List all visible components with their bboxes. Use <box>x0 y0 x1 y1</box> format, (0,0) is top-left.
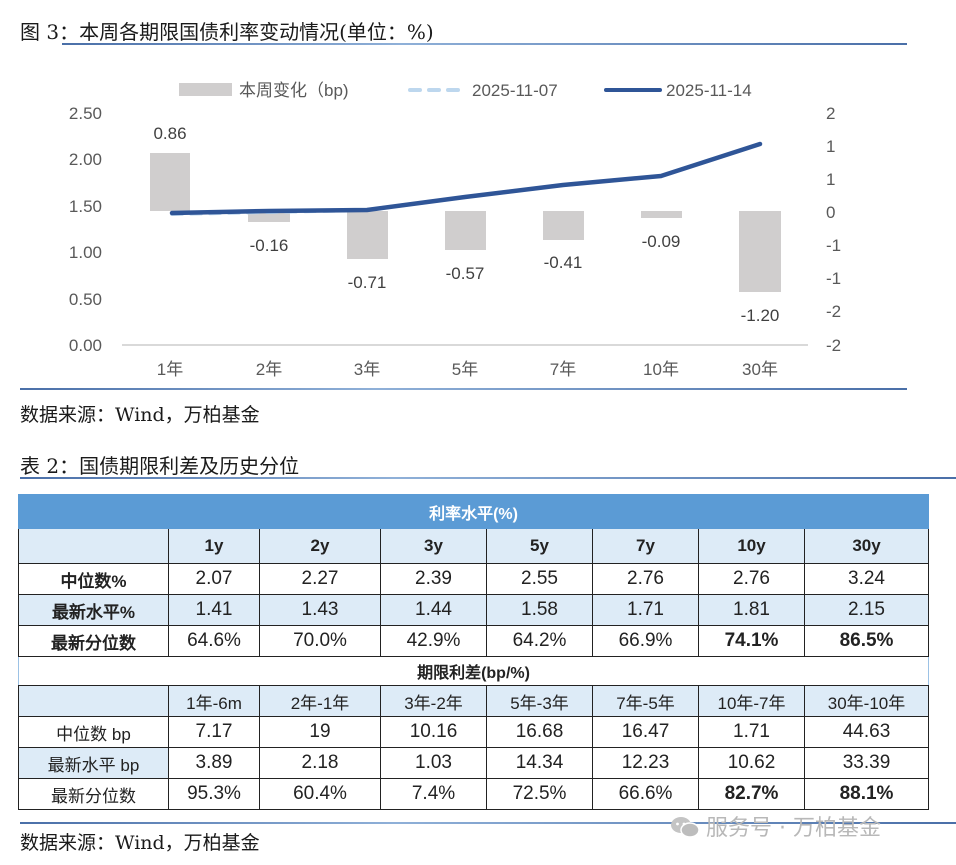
svg-text:1: 1 <box>826 170 835 189</box>
svg-text:0.50: 0.50 <box>69 290 102 309</box>
line-2025-11-07 <box>170 142 762 216</box>
svg-text:-0.71: -0.71 <box>348 273 387 292</box>
svg-text:2: 2 <box>826 104 835 123</box>
svg-text:-0.16: -0.16 <box>250 236 289 255</box>
svg-text:-0.57: -0.57 <box>446 264 485 283</box>
line-2025-11-14 <box>169 141 763 216</box>
table-bottom-rule <box>20 822 956 824</box>
term-spread-table: 利率水平(%) 1y 2y 3y 5y 7y 10y 30y 中位数% 2.07… <box>17 494 930 810</box>
table-caption-underline <box>20 477 956 479</box>
chart-legend: 本周变化（bp) 2025-11-07 2025-11-14 <box>179 81 752 100</box>
table-caption: 表 2：国债期限利差及历史分位 <box>20 454 300 478</box>
svg-text:30年: 30年 <box>742 360 778 379</box>
svg-text:2年: 2年 <box>256 360 282 379</box>
svg-text:7年: 7年 <box>550 360 576 379</box>
table-row: 中位数% 2.07 2.27 2.39 2.55 2.76 2.76 3.24 <box>18 563 930 595</box>
caption-underline <box>62 43 907 45</box>
table-row: 中位数 bp 7.17 19 10.16 16.68 16.47 1.71 44… <box>18 716 930 748</box>
right-axis: 2 1 1 0 -1 -1 -2 -2 <box>826 104 841 355</box>
watermark: 服务号 · 万柏基金 <box>670 810 881 842</box>
svg-text:5年: 5年 <box>452 360 478 379</box>
svg-text:-2: -2 <box>826 302 841 321</box>
svg-text:-2: -2 <box>826 336 841 355</box>
legend-bar-swatch <box>179 83 232 96</box>
legend-bar-label: 本周变化（bp) <box>239 81 349 100</box>
svg-text:-1.20: -1.20 <box>741 306 780 325</box>
svg-text:0.86: 0.86 <box>153 124 186 143</box>
svg-text:1.00: 1.00 <box>69 243 102 262</box>
section-header-term-spread: 期限利差(bp/%) <box>17 656 930 686</box>
svg-text:-1: -1 <box>826 269 841 288</box>
table-row: 最新分位数 95.3% 60.4% 7.4% 72.5% 66.6% 82.7%… <box>18 778 930 810</box>
rate-level-header-row: 1y 2y 3y 5y 7y 10y 30y <box>18 528 930 564</box>
svg-text:0: 0 <box>826 203 835 222</box>
term-spread-header-row: 1年-6m 2年-1年 3年-2年 5年-3年 7年-5年 10年-7年 30年… <box>18 685 930 717</box>
x-axis-labels: 1年 2年 3年 5年 7年 10年 30年 <box>157 360 778 379</box>
section-header-rate-level: 利率水平(%) <box>17 494 930 529</box>
svg-text:2.50: 2.50 <box>69 104 102 123</box>
svg-text:-0.41: -0.41 <box>544 253 583 272</box>
figure-caption: 图 3：本周各期限国债利率变动情况(单位：%) <box>20 20 434 44</box>
table-row: 最新水平 bp 3.89 2.18 1.03 14.34 12.23 10.62… <box>18 747 930 779</box>
svg-text:3年: 3年 <box>354 360 380 379</box>
svg-text:10年: 10年 <box>643 360 679 379</box>
chart-bottom-rule <box>20 388 907 390</box>
bars-weekly-change <box>150 153 781 292</box>
legend-dashed-label: 2025-11-07 <box>472 81 558 100</box>
svg-text:1.50: 1.50 <box>69 197 102 216</box>
svg-text:-1: -1 <box>826 236 841 255</box>
left-axis: 2.50 2.00 1.50 1.00 0.50 0.00 <box>69 104 102 355</box>
svg-text:1年: 1年 <box>157 360 183 379</box>
table-row: 最新分位数 64.6% 70.0% 42.9% 64.2% 66.9% 74.1… <box>18 625 930 657</box>
legend-solid-label: 2025-11-14 <box>666 81 752 100</box>
table-source: 数据来源：Wind，万柏基金 <box>20 832 260 854</box>
bar-data-labels: 0.86 -0.16 -0.71 -0.57 -0.41 -0.09 -1.20 <box>153 124 779 325</box>
svg-text:2.00: 2.00 <box>69 150 102 169</box>
svg-text:-0.09: -0.09 <box>642 232 681 251</box>
svg-text:1: 1 <box>826 137 835 156</box>
svg-text:0.00: 0.00 <box>69 336 102 355</box>
wechat-icon <box>671 817 700 838</box>
watermark-text: 服务号 · 万柏基金 <box>706 816 881 841</box>
figure-source: 数据来源：Wind，万柏基金 <box>20 404 260 426</box>
table-row: 最新水平% 1.41 1.43 1.44 1.58 1.71 1.81 2.15 <box>18 594 930 626</box>
bond-yield-chart: 本周变化（bp) 2025-11-07 2025-11-14 2.50 2.00… <box>0 50 956 385</box>
